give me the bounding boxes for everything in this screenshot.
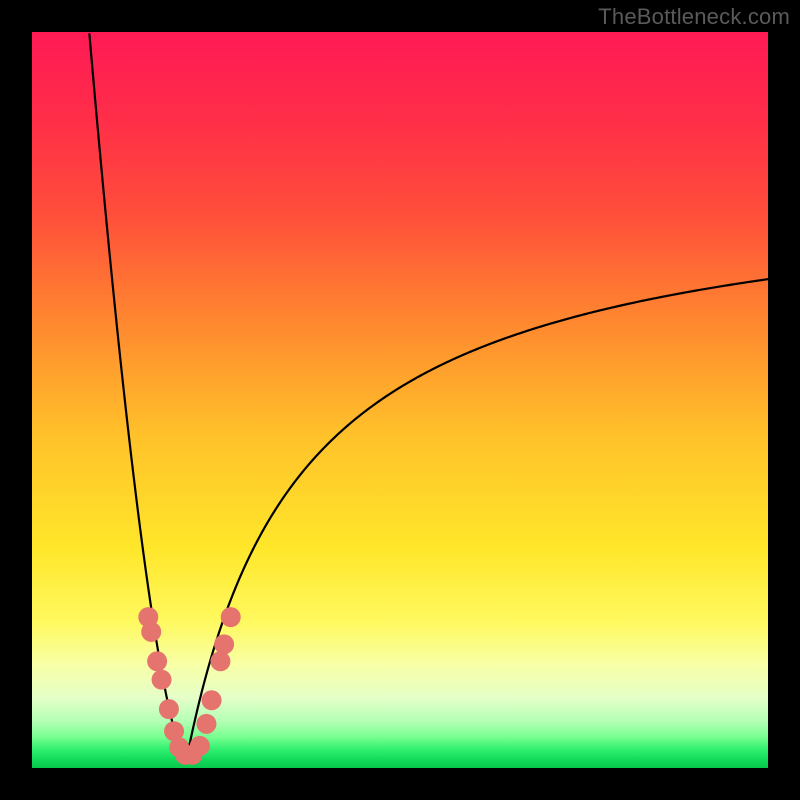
curve-marker <box>196 714 216 734</box>
curve-marker <box>202 690 222 710</box>
curve-marker <box>210 651 230 671</box>
curve-marker <box>159 699 179 719</box>
chart-frame: TheBottleneck.com <box>0 0 800 800</box>
curve-marker <box>147 651 167 671</box>
curve-marker <box>190 736 210 756</box>
curve-marker <box>214 634 234 654</box>
curve-marker <box>152 670 172 690</box>
attribution-text: TheBottleneck.com <box>598 4 790 30</box>
curve-marker <box>141 622 161 642</box>
bottleneck-curve-chart <box>0 0 800 800</box>
curve-marker <box>221 607 241 627</box>
gradient-background <box>32 32 768 768</box>
